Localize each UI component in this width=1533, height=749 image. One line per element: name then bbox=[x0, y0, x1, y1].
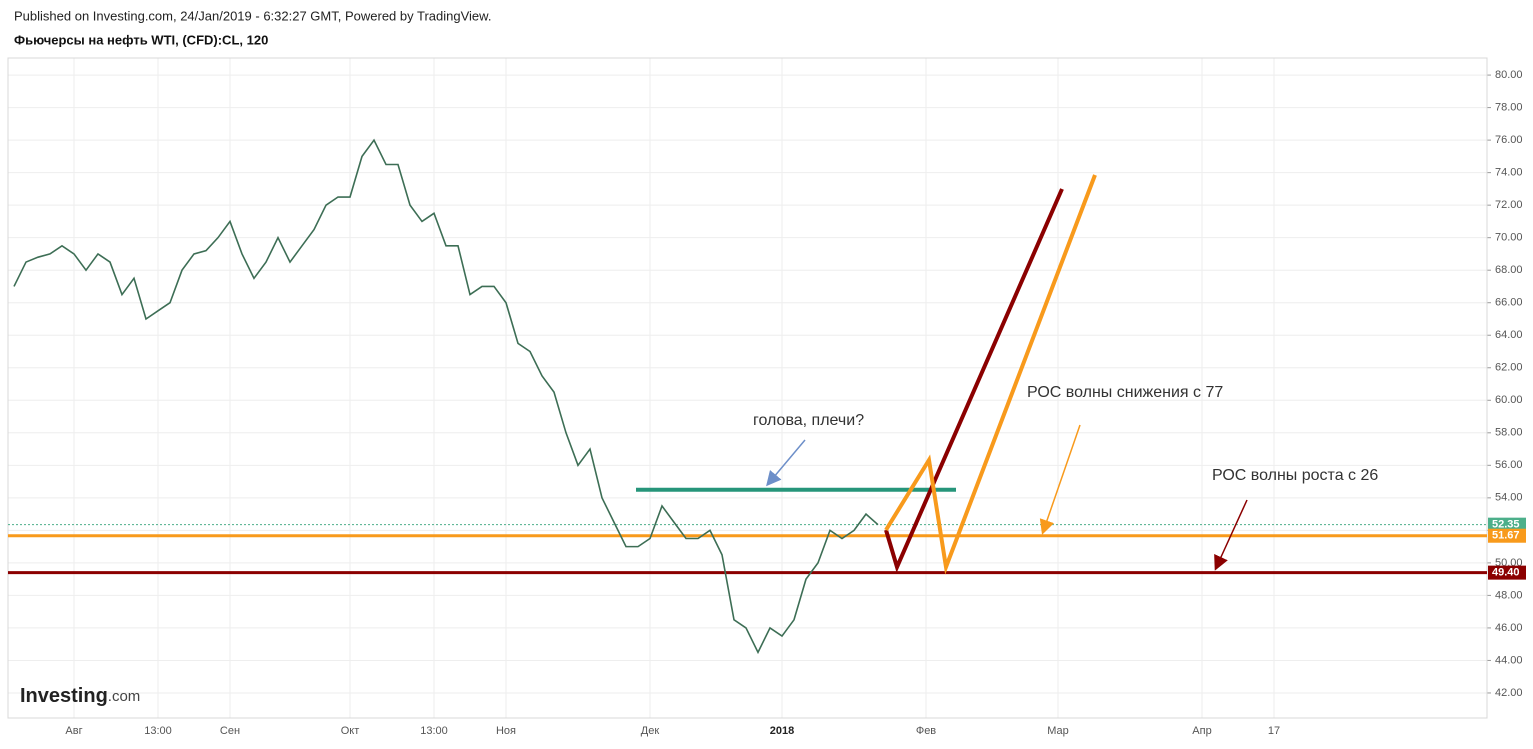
annotation: РОС волны снижения с 77 bbox=[1027, 384, 1223, 401]
x-tick-label: Ноя bbox=[496, 725, 516, 737]
y-tick-label: 44.00 bbox=[1495, 654, 1523, 666]
level-tag bbox=[1488, 528, 1526, 543]
y-tick-label: 60.00 bbox=[1495, 394, 1523, 406]
y-tick-label: 68.00 bbox=[1495, 264, 1523, 276]
y-tick-label: 76.00 bbox=[1495, 134, 1523, 146]
y-tick-label: 74.00 bbox=[1495, 167, 1523, 179]
y-tick-label: 70.00 bbox=[1495, 232, 1523, 244]
x-tick-label: Окт bbox=[341, 725, 360, 737]
level-tag bbox=[1488, 565, 1526, 580]
y-tick-label: 66.00 bbox=[1495, 297, 1523, 309]
x-tick-label: Сен bbox=[220, 725, 240, 737]
header: Published on Investing.com, 24/Jan/2019 … bbox=[14, 8, 491, 23]
y-tick-label: 46.00 bbox=[1495, 622, 1523, 634]
y-tick-label: 56.00 bbox=[1495, 459, 1523, 471]
y-tick-label: 72.00 bbox=[1495, 199, 1523, 211]
x-tick-label: 13:00 bbox=[420, 725, 448, 737]
arrow bbox=[1214, 499, 1248, 571]
arrow bbox=[1039, 424, 1081, 535]
annotation: голова, плечи? bbox=[753, 412, 864, 429]
x-tick-label: Фев bbox=[916, 725, 936, 737]
level-label: 51.67 bbox=[1492, 530, 1520, 542]
y-tick-label: 78.00 bbox=[1495, 101, 1523, 113]
x-tick-label: Авг bbox=[65, 725, 82, 737]
y-tick-label: 80.00 bbox=[1495, 69, 1523, 81]
price-line bbox=[13, 138, 879, 655]
level-label: 52.35 bbox=[1492, 519, 1520, 531]
plot-frame bbox=[7, 57, 1488, 719]
logo-suffix: .com bbox=[108, 688, 141, 705]
arrow bbox=[766, 439, 806, 487]
level-label: 49.40 bbox=[1492, 567, 1520, 579]
x-tick-label: 17 bbox=[1268, 725, 1280, 737]
logo: Investing.com bbox=[20, 685, 140, 707]
level-tag bbox=[1488, 517, 1526, 532]
logo-brand: Investing bbox=[20, 685, 108, 707]
y-tick-label: 58.00 bbox=[1495, 427, 1523, 439]
x-tick-label: Дек bbox=[641, 725, 660, 737]
y-tick-label: 42.00 bbox=[1495, 687, 1523, 699]
y-tick-label: 48.00 bbox=[1495, 589, 1523, 601]
projection-up bbox=[884, 174, 1097, 575]
y-tick-label: 54.00 bbox=[1495, 492, 1523, 504]
y-tick-label: 62.00 bbox=[1495, 362, 1523, 374]
projection-down bbox=[884, 188, 1064, 573]
x-tick-label: 2018 bbox=[770, 725, 794, 737]
y-tick-label: 64.00 bbox=[1495, 329, 1523, 341]
x-tick-label: Мар bbox=[1047, 725, 1069, 737]
x-tick-label: Апр bbox=[1192, 725, 1211, 737]
annotation: РОС волны роста с 26 bbox=[1212, 467, 1378, 484]
chart-title: Фьючерсы на нефть WTI, (CFD):CL, 120 bbox=[14, 32, 268, 47]
x-tick-label: 13:00 bbox=[144, 725, 172, 737]
